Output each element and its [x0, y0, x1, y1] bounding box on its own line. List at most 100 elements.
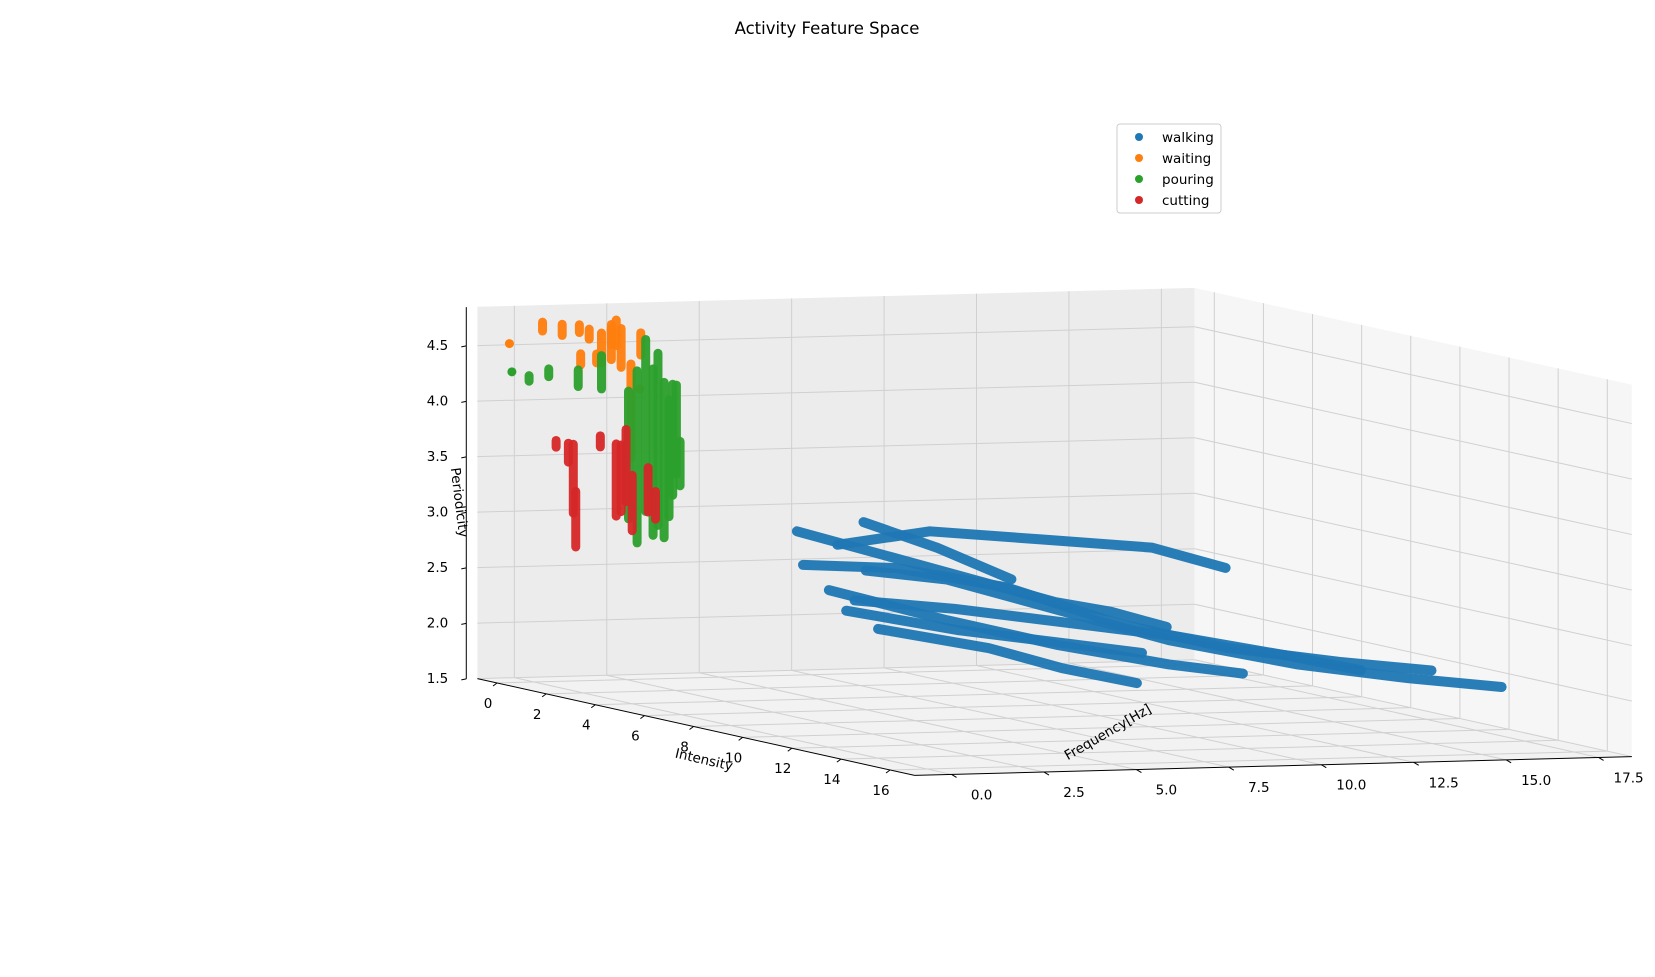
legend-marker-walking — [1135, 133, 1143, 141]
grid-line-z — [1194, 548, 1632, 647]
grid-line-z — [477, 381, 1195, 402]
grid-line-x — [546, 674, 1264, 695]
z-axis-label: Periodicity — [447, 467, 471, 539]
grid-line-z — [477, 659, 1195, 680]
grid-line-y — [606, 674, 1045, 773]
x-tick-mark — [541, 693, 547, 698]
walking-point-trail — [873, 623, 1142, 689]
x-tick-mark — [640, 715, 645, 719]
y-tick-label: 7.5 — [1248, 780, 1269, 796]
z-tick-mark — [461, 400, 467, 403]
z-tick-label: 2.0 — [427, 615, 448, 631]
grid-line-z — [1194, 492, 1632, 591]
grid-line-x — [791, 728, 1510, 749]
y-tick-mark — [1228, 766, 1235, 771]
grid-line-y — [514, 677, 952, 775]
legend-box — [1116, 123, 1222, 214]
waiting-point — [504, 339, 514, 349]
x-tick-label: 0 — [484, 696, 493, 712]
y-tick-mark — [1043, 771, 1050, 776]
z-tick-label: 2.5 — [427, 560, 448, 576]
data-marks — [504, 315, 1507, 692]
series-walking — [791, 517, 1507, 692]
y-tick-mark — [1598, 757, 1604, 761]
z-tick-label: 4.5 — [427, 338, 448, 354]
x-tick-label: 12 — [774, 761, 791, 777]
grid-line-y — [699, 672, 1137, 771]
y-tick-mark — [951, 774, 957, 778]
grid-line-z — [477, 326, 1195, 347]
y-tick-mark — [1321, 764, 1327, 769]
grid-line-y — [791, 669, 1229, 768]
y-tick-mark — [1136, 769, 1142, 774]
z-tick-mark — [461, 622, 467, 625]
z-tick-label: 4.0 — [427, 393, 448, 409]
legend-label-cutting: cutting — [1162, 193, 1209, 209]
z-tick-mark — [461, 345, 467, 348]
grid-line-x — [890, 750, 1608, 771]
x-tick-mark — [590, 704, 596, 709]
x-tick-mark — [738, 736, 743, 741]
grid-lines — [477, 288, 1632, 775]
legend-label-walking: walking — [1162, 130, 1214, 146]
z-tick-label: 3.0 — [427, 504, 448, 520]
legend-marker-cutting — [1135, 196, 1143, 204]
x-tick-mark — [492, 682, 498, 687]
grid-line-x — [742, 718, 1460, 738]
legend: walking waiting pouring cutting — [1116, 123, 1222, 214]
grid-line-y — [883, 667, 1322, 766]
x-tick-label: 14 — [823, 772, 840, 788]
y-tick-label: 17.5 — [1614, 770, 1644, 786]
x-tick-label: 2 — [533, 707, 542, 723]
grid-line-z — [1194, 659, 1632, 758]
series-cutting — [551, 424, 661, 552]
legend-marker-waiting — [1135, 154, 1143, 162]
walking-point-trail — [841, 605, 1147, 658]
grid-line-x — [644, 696, 1362, 717]
chart-title: Activity Feature Space — [735, 19, 920, 38]
walking-point-trail — [849, 595, 1367, 676]
grid-line-x — [693, 707, 1411, 727]
y-tick-label: 5.0 — [1156, 783, 1177, 799]
y-axis-line — [914, 756, 1632, 776]
axis-lines — [461, 307, 1632, 778]
grid-line-z — [477, 492, 1195, 513]
y-tick-label: 10.0 — [1336, 778, 1366, 794]
grid-line-z — [1194, 437, 1632, 536]
grid-line-z — [1194, 603, 1632, 702]
grid-line-z — [477, 548, 1195, 569]
walking-point-trail — [791, 526, 1172, 632]
grid-line-y — [1068, 662, 1507, 761]
x-tick-label: 4 — [582, 718, 591, 734]
z-tick-label: 1.5 — [427, 671, 448, 687]
z-tick-mark — [461, 678, 467, 681]
y-tick-mark — [1413, 761, 1419, 766]
grid-line-x — [497, 663, 1215, 684]
pouring-point — [507, 367, 517, 377]
grid-line-z — [1194, 381, 1632, 480]
y-tick-mark — [1505, 759, 1512, 764]
legend-label-waiting: waiting — [1162, 151, 1211, 167]
z-tick-mark — [461, 456, 467, 459]
z-tick-mark — [461, 511, 467, 514]
walking-point-trail — [858, 517, 1017, 585]
x-tick-mark — [836, 758, 842, 763]
x-tick-mark — [787, 747, 793, 752]
legend-marker-pouring — [1135, 175, 1143, 183]
y-tick-label: 12.5 — [1429, 775, 1459, 791]
y-tick-label: 0.0 — [971, 787, 992, 803]
x-axis-line — [477, 678, 915, 776]
right-back-pane — [1194, 287, 1632, 757]
x-tick-mark — [885, 769, 891, 774]
y-tick-label: 2.5 — [1063, 785, 1084, 801]
grid-line-z — [1194, 326, 1632, 425]
x-tick-label: 16 — [872, 783, 889, 799]
grid-line-x — [595, 685, 1313, 706]
z-tick-label: 3.5 — [427, 449, 448, 465]
legend-label-pouring: pouring — [1162, 172, 1214, 188]
grid-line-y — [976, 665, 1414, 763]
x-tick-label: 10 — [725, 750, 742, 766]
y-tick-label: 15.0 — [1521, 773, 1551, 789]
grid-line-z — [477, 437, 1195, 458]
